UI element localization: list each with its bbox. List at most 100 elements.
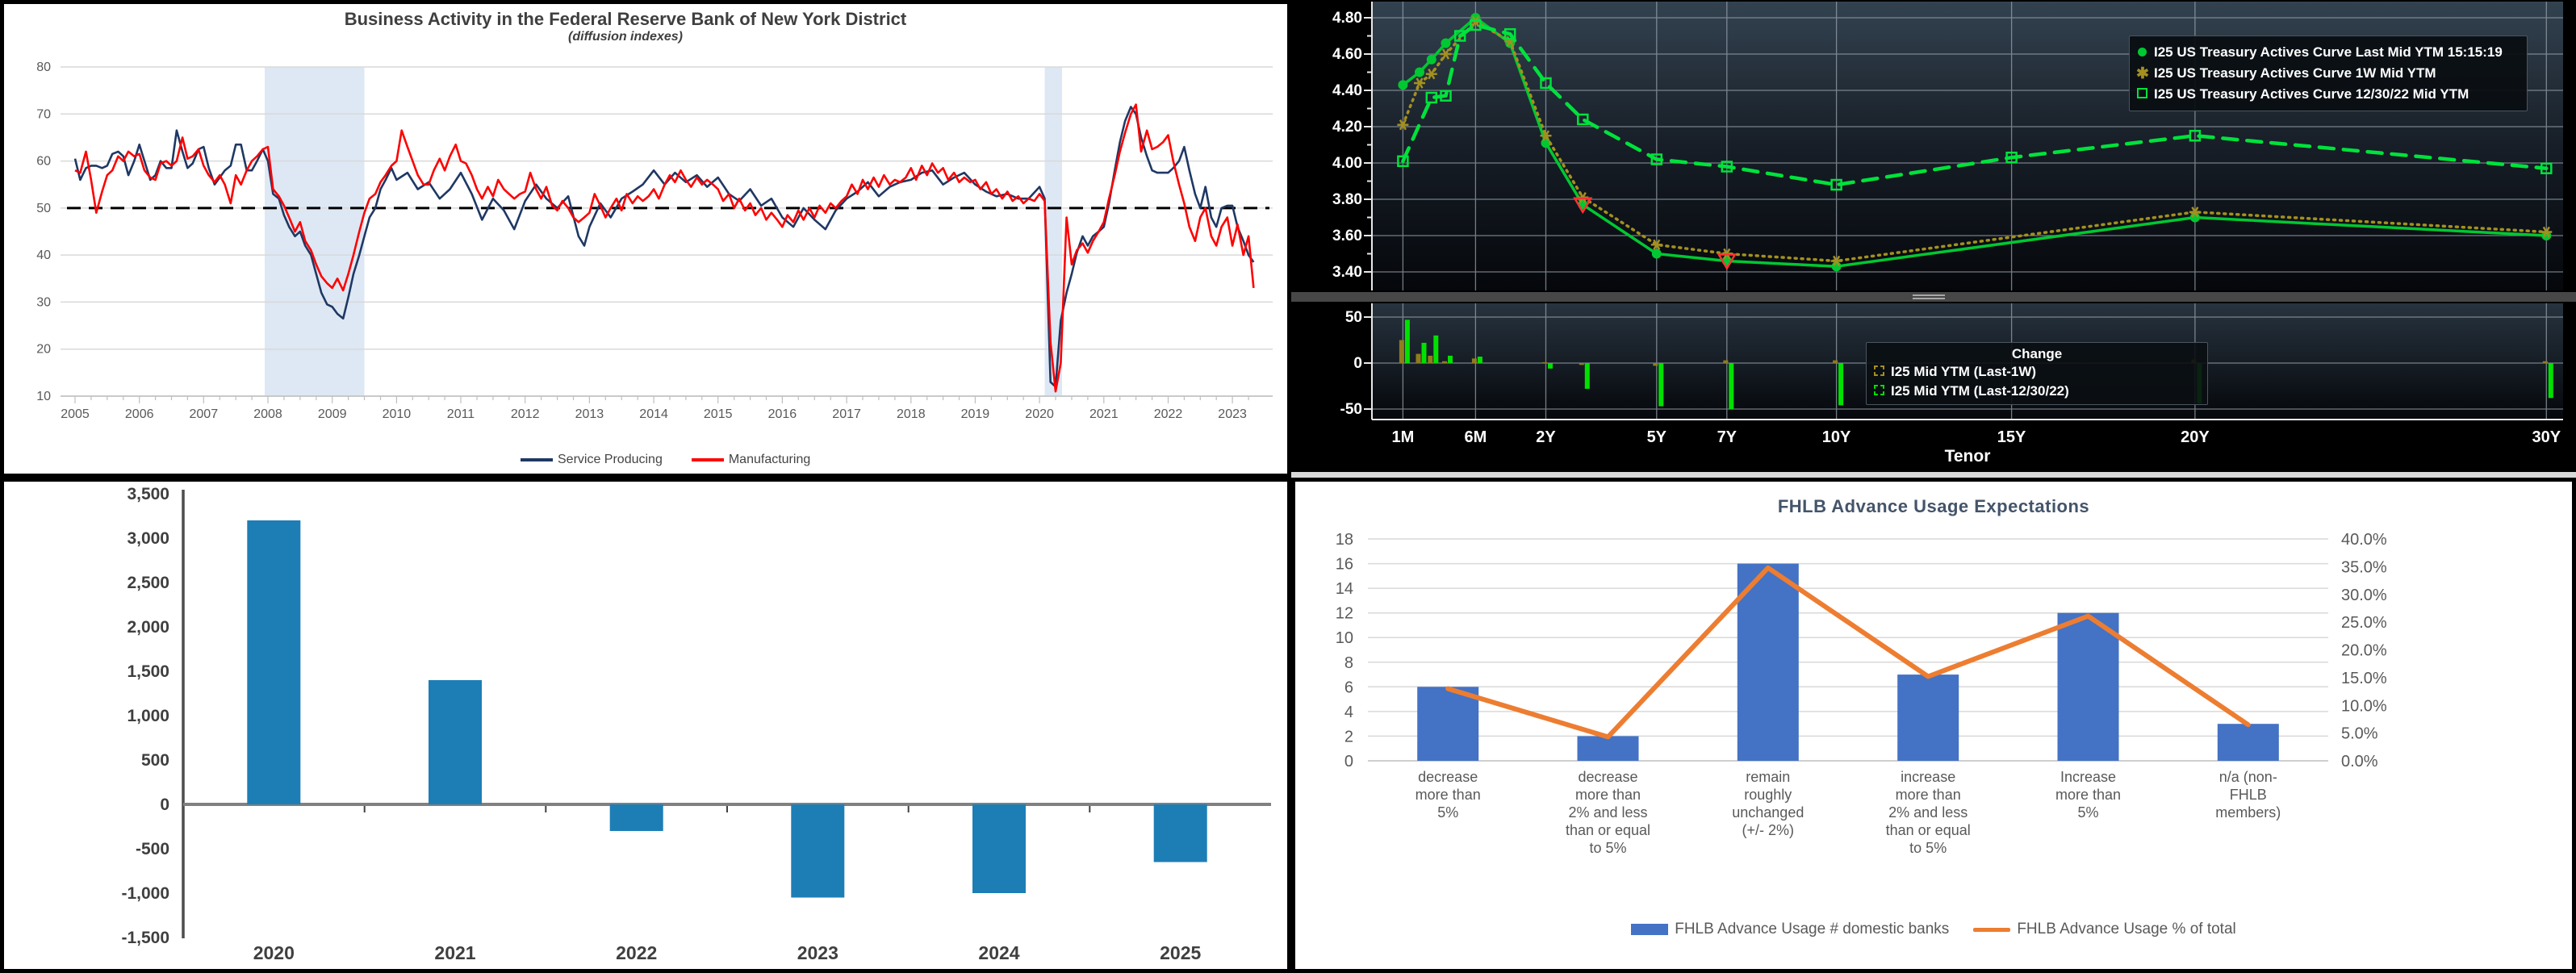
svg-text:2021: 2021 bbox=[1089, 407, 1119, 421]
green-dot-icon bbox=[2137, 48, 2147, 56]
svg-text:4: 4 bbox=[1344, 704, 1353, 721]
svg-text:2014: 2014 bbox=[639, 407, 668, 421]
svg-text:0: 0 bbox=[1344, 753, 1353, 770]
svg-text:2008: 2008 bbox=[253, 407, 282, 421]
treasury-change-legend[interactable]: Change I25 Mid YTM (Last-1W) I25 Mid YTM… bbox=[1866, 342, 2208, 405]
curve-2 bbox=[1401, 23, 2549, 187]
legend-item-service-producing: Service Producing bbox=[521, 453, 663, 467]
svg-text:30Y: 30Y bbox=[2532, 428, 2561, 446]
svg-text:2021: 2021 bbox=[434, 942, 475, 963]
legend-item-last[interactable]: I25 US Treasury Actives Curve Last Mid Y… bbox=[2136, 42, 2520, 63]
asterisk-icon: ✱ bbox=[2136, 65, 2149, 82]
svg-text:2025: 2025 bbox=[1160, 942, 1201, 963]
svg-text:2023: 2023 bbox=[797, 942, 838, 963]
ny-fed-legend: Service Producing Manufacturing bbox=[521, 453, 810, 467]
svg-text:10: 10 bbox=[1336, 629, 1353, 647]
svg-text:3,500: 3,500 bbox=[127, 485, 169, 503]
reserves-bar-chart: 3,500 3,000 2,500 2,000 1,500 1,000 500 0 -500 -1… bbox=[0, 478, 1291, 973]
svg-text:5Y: 5Y bbox=[1647, 428, 1667, 446]
legend-label: I25 US Treasury Actives Curve 1W Mid YTM bbox=[2154, 65, 2436, 81]
left-axis-labels: 18 16 14 12 10 8 6 4 2 0 bbox=[1336, 531, 1353, 770]
svg-text:2016: 2016 bbox=[768, 407, 797, 421]
reserves-plot-area: 3,500 3,000 2,500 2,000 1,500 1,000 500 0 -500 -1… bbox=[4, 482, 1287, 969]
fhlb-plot-area: 18 16 14 12 10 8 6 4 2 0 40.0% 35.0% 30.0% 25.0% 20.0%… bbox=[1295, 482, 2572, 969]
legend-label: I25 US Treasury Actives Curve Last Mid Y… bbox=[2154, 44, 2503, 60]
svg-text:14: 14 bbox=[1336, 580, 1353, 598]
svg-text:20Y: 20Y bbox=[2181, 428, 2210, 446]
svg-text:10Y: 10Y bbox=[1822, 428, 1851, 446]
svg-text:0: 0 bbox=[1353, 355, 1362, 372]
svg-text:60: 60 bbox=[36, 155, 51, 169]
olive-dashed-square-icon bbox=[1873, 365, 1884, 376]
svg-text:40: 40 bbox=[36, 248, 51, 262]
legend-item-change-1w[interactable]: I25 Mid YTM (Last-1W) bbox=[1873, 362, 2201, 382]
y-axis-labels: 3,500 3,000 2,500 2,000 1,500 1,000 500 0 -500 -1… bbox=[121, 485, 169, 947]
panel-splitter[interactable] bbox=[1291, 292, 2576, 302]
svg-text:35.0%: 35.0% bbox=[2341, 558, 2387, 576]
svg-text:2020: 2020 bbox=[1025, 407, 1054, 421]
pct-of-total-line bbox=[1445, 565, 2251, 740]
svg-text:2017: 2017 bbox=[832, 407, 861, 421]
svg-text:2,500: 2,500 bbox=[127, 574, 169, 592]
manufacturing-line bbox=[74, 103, 1255, 393]
legend-item-dec30[interactable]: I25 US Treasury Actives Curve 12/30/22 M… bbox=[2136, 84, 2520, 105]
svg-text:2015: 2015 bbox=[704, 407, 733, 421]
svg-text:1,000: 1,000 bbox=[127, 707, 169, 725]
legend-label: Manufacturing bbox=[728, 453, 811, 466]
svg-text:30: 30 bbox=[36, 295, 51, 309]
treasury-curve-legend[interactable]: I25 US Treasury Actives Curve Last Mid Y… bbox=[2129, 35, 2528, 111]
svg-text:2: 2 bbox=[1344, 728, 1353, 745]
green-dashed-square-icon bbox=[1873, 385, 1884, 395]
svg-text:40.0%: 40.0% bbox=[2341, 531, 2387, 549]
svg-text:2024: 2024 bbox=[978, 942, 1019, 963]
svg-text:8: 8 bbox=[1344, 654, 1353, 672]
legend-item-manufacturing: Manufacturing bbox=[691, 453, 811, 467]
svg-text:2009: 2009 bbox=[318, 407, 347, 421]
legend-item-domestic-banks: FHLB Advance Usage # domestic banks bbox=[1631, 921, 1949, 938]
svg-text:7Y: 7Y bbox=[1717, 428, 1738, 446]
svg-text:2011: 2011 bbox=[447, 407, 475, 421]
svg-text:1,500: 1,500 bbox=[127, 662, 169, 681]
gridlines bbox=[1368, 538, 2328, 762]
svg-text:4.80: 4.80 bbox=[1332, 10, 1362, 27]
svg-text:2006: 2006 bbox=[125, 407, 154, 421]
legend-label: Service Producing bbox=[558, 453, 663, 466]
svg-text:2018: 2018 bbox=[897, 407, 926, 421]
svg-text:-50: -50 bbox=[1340, 401, 1362, 418]
orange-line-swatch bbox=[1973, 927, 2011, 932]
svg-text:15.0%: 15.0% bbox=[2341, 670, 2387, 687]
bottom-strip bbox=[1291, 472, 2576, 478]
svg-text:2,000: 2,000 bbox=[127, 618, 169, 637]
svg-text:2022: 2022 bbox=[616, 942, 657, 963]
ny-fed-chart-title: Business Activity in the Federal Reserve… bbox=[344, 9, 907, 29]
y-gridlines bbox=[61, 66, 1273, 397]
svg-text:2019: 2019 bbox=[961, 407, 990, 421]
svg-text:4.20: 4.20 bbox=[1332, 119, 1362, 136]
svg-text:4.00: 4.00 bbox=[1332, 155, 1362, 172]
legend-item-change-dec30[interactable]: I25 Mid YTM (Last-12/30/22) bbox=[1873, 382, 2201, 401]
svg-text:-1,500: -1,500 bbox=[121, 929, 169, 947]
legend-item-1w[interactable]: ✱ I25 US Treasury Actives Curve 1W Mid Y… bbox=[2136, 63, 2520, 84]
svg-text:2007: 2007 bbox=[190, 407, 219, 421]
svg-text:20: 20 bbox=[36, 343, 51, 357]
ny-fed-business-activity-chart: 10 20 30 40 50 60 70 80 2005 2006 2007 2008 2009 2010… bbox=[0, 0, 1291, 478]
svg-text:2Y: 2Y bbox=[1536, 428, 1556, 446]
svg-text:6M: 6M bbox=[1465, 428, 1487, 446]
service-producing-line-swatch bbox=[521, 458, 553, 461]
treasury-actives-curve-chart: 4.80 4.60 4.40 4.20 4.00 3.80 3.60 3.40 50 0 -50 1… bbox=[1291, 0, 2576, 478]
svg-text:10: 10 bbox=[36, 390, 51, 403]
green-square-icon bbox=[2136, 88, 2147, 98]
main-y-tick-marks bbox=[1364, 17, 1372, 273]
legend-label: I25 US Treasury Actives Curve 12/30/22 M… bbox=[2154, 86, 2469, 102]
recession-bands bbox=[265, 67, 1062, 396]
red-triangle-markers bbox=[1573, 197, 1738, 270]
svg-text:15Y: 15Y bbox=[1997, 428, 2026, 446]
x-axis-labels: 2020 2021 2022 2023 2024 2025 bbox=[253, 942, 1202, 963]
svg-text:2013: 2013 bbox=[575, 407, 604, 421]
